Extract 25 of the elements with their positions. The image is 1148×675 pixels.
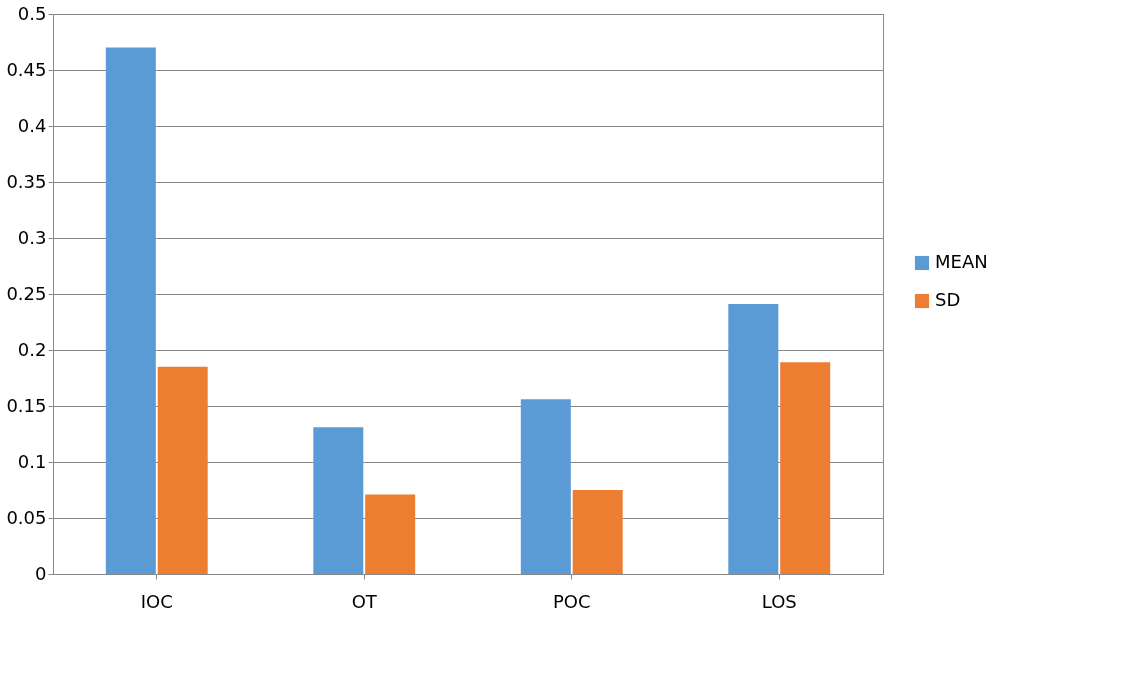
- y-tick-label: 0.1: [17, 450, 47, 472]
- y-tick-label: 0.5: [17, 2, 47, 24]
- y-tick-label: 0.25: [6, 282, 47, 304]
- y-tick-label: 0: [35, 562, 47, 584]
- x-tick-label: POC: [552, 590, 591, 612]
- y-tick-label: 0.35: [6, 170, 47, 192]
- x-tick-label: IOC: [140, 590, 173, 612]
- bar: [728, 304, 779, 574]
- y-tick-label: 0.3: [17, 226, 47, 248]
- x-tick-label: OT: [351, 590, 378, 612]
- bar: [572, 490, 623, 574]
- x-tick-label: LOS: [761, 590, 797, 612]
- y-tick-label: 0.2: [17, 338, 47, 360]
- bar: [313, 427, 364, 574]
- legend-label: MEAN: [935, 251, 988, 272]
- bar: [780, 362, 831, 574]
- bar: [365, 494, 416, 574]
- bar: [157, 366, 208, 574]
- y-tick-label: 0.45: [6, 58, 47, 80]
- y-tick-label: 0.4: [17, 114, 47, 136]
- bar: [520, 399, 571, 574]
- y-tick-label: 0.15: [6, 394, 47, 416]
- y-tick-label: 0.05: [6, 506, 47, 528]
- legend-label: SD: [935, 289, 961, 310]
- bar: [105, 47, 156, 574]
